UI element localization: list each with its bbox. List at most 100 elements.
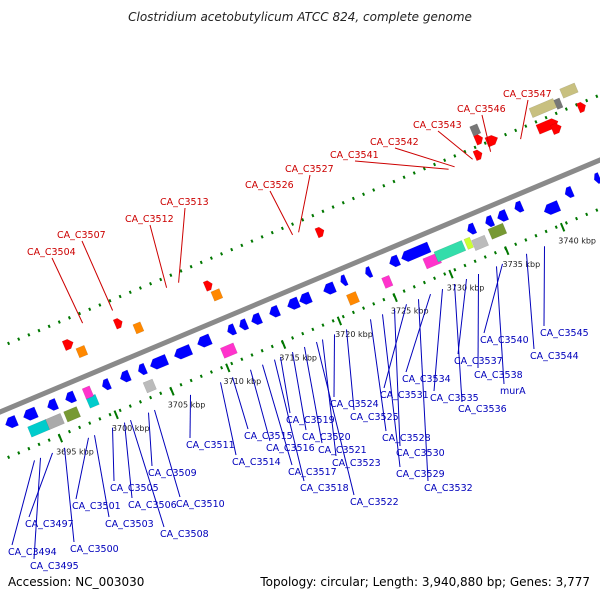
leader-line [526,253,535,350]
forward-gene-label: CA_C3504 [27,247,76,258]
reverse-gene-label: CA_C3531 [380,390,429,401]
forward-gene-label: CA_C3512 [125,214,174,225]
forward-gene-label: CA_C3513 [160,197,209,208]
leader-line [262,364,293,466]
reverse-gene [81,385,95,400]
leader-line [220,382,237,456]
leader-line [75,437,89,500]
reverse-gene-label: CA_C3511 [186,440,235,451]
gene-features [5,82,600,438]
reverse-gene [323,281,337,295]
reverse-gene [389,254,402,268]
reverse-gene [543,200,562,216]
reverse-gene [593,172,600,185]
forward-gene [75,344,89,359]
reverse-gene [101,377,113,391]
reverse-gene [564,185,575,199]
leader-line [269,190,294,236]
backbone [0,157,600,415]
forward-gene-label: CA_C3541 [330,150,379,161]
leader-line [394,309,401,447]
reverse-gene [47,397,60,411]
reverse-gene-label: CA_C3529 [396,469,445,480]
reverse-gene [365,265,374,278]
tick-label: 3695 kbp [56,447,94,456]
genome-title: Clostridium acetobutylicum ATCC 824, com… [128,10,472,24]
leader-line [316,341,355,496]
reverse-gene-label: CA_C3503 [105,519,154,530]
reverse-gene-label: CA_C3525 [350,412,399,423]
reverse-gene-label: CA_C3510 [176,499,225,510]
tick-mark [225,363,231,373]
tick-label: 3720 kbp [335,330,373,339]
leader-line [298,174,311,233]
reverse-gene-label: CA_C3523 [332,458,381,469]
tick-label: 3735 kbp [503,260,541,269]
reverse-gene-label: CA_C3536 [458,404,507,415]
genome-backbone [0,157,600,415]
forward-gene [528,98,558,119]
tick-mark [392,293,398,303]
forward-gene-label: CA_C3507 [57,230,106,241]
leader-line [28,452,53,518]
tick-mark [448,269,454,279]
forward-gene [202,280,213,292]
leader-line [457,278,467,355]
reverse-gene-label: CA_C3501 [72,501,121,512]
leader-line [304,346,323,444]
reverse-gene [173,343,194,360]
forward-gene-label: CA_C3542 [370,137,419,148]
tick-mark [57,433,64,443]
reverse-gene-label: CA_C3509 [148,468,197,479]
reverse-gene [514,200,525,213]
reverse-gene-label: CA_C3516 [266,443,315,454]
leader-line [354,160,449,170]
leader-line [33,457,41,560]
gene-labels: CA_C3504 CA_C3507 CA_C3512 CA_C3513 CA_C3526… [8,89,589,572]
leader-line [322,339,337,457]
leader-line [346,329,355,411]
reverse-gene-label: CA_C3528 [382,433,431,444]
reverse-gene-label: CA_C3517 [288,467,337,478]
reverse-gene-label: CA_C3530 [396,448,445,459]
reverse-gene-label: CA_C3494 [8,547,57,558]
reverse-gene [433,240,467,263]
reverse-gene-label: CA_C3521 [318,445,367,456]
leader-line [483,263,503,334]
forward-gene [576,101,586,114]
reverse-gene-label: CA_C3545 [540,328,589,339]
forward-gene [484,134,499,148]
leader-line [496,266,505,385]
reverse-gene [463,236,475,250]
reverse-gene-label: CA_C3544 [530,351,579,362]
reverse-gene [142,378,157,394]
leader-line [280,357,291,414]
tick-mark [113,410,119,420]
reverse-gene-label: CA_C3534 [402,374,451,385]
leader-line [394,147,455,168]
leader-line [418,299,429,482]
reverse-gene [63,406,82,423]
reverse-gene-label: murA [500,386,526,397]
reverse-gene-label: CA_C3519 [286,415,335,426]
leader-line [189,394,191,439]
forward-gene [469,123,482,137]
reverse-gene [381,274,394,289]
tick-label: 3740 kbp [558,236,596,245]
tick-label: 3705 kbp [168,400,206,409]
reverse-gene-label: CA_C3535 [430,393,479,404]
reverse-gene [5,414,19,429]
leader-line [148,412,153,467]
leader-line [154,409,181,498]
leader-line [383,304,407,389]
reverse-gene [65,390,78,404]
reverse-gene [137,362,149,376]
reverse-gene [340,274,349,287]
reverse-gene [239,318,250,331]
forward-gene [210,288,224,302]
reverse-gene-label: CA_C3500 [70,544,119,555]
reverse-gene [471,234,490,252]
genome-summary-text: Topology: circular; Length: 3,940,880 bp… [260,575,590,589]
reverse-gene-label: CA_C3538 [474,370,523,381]
reverse-gene [119,369,132,383]
